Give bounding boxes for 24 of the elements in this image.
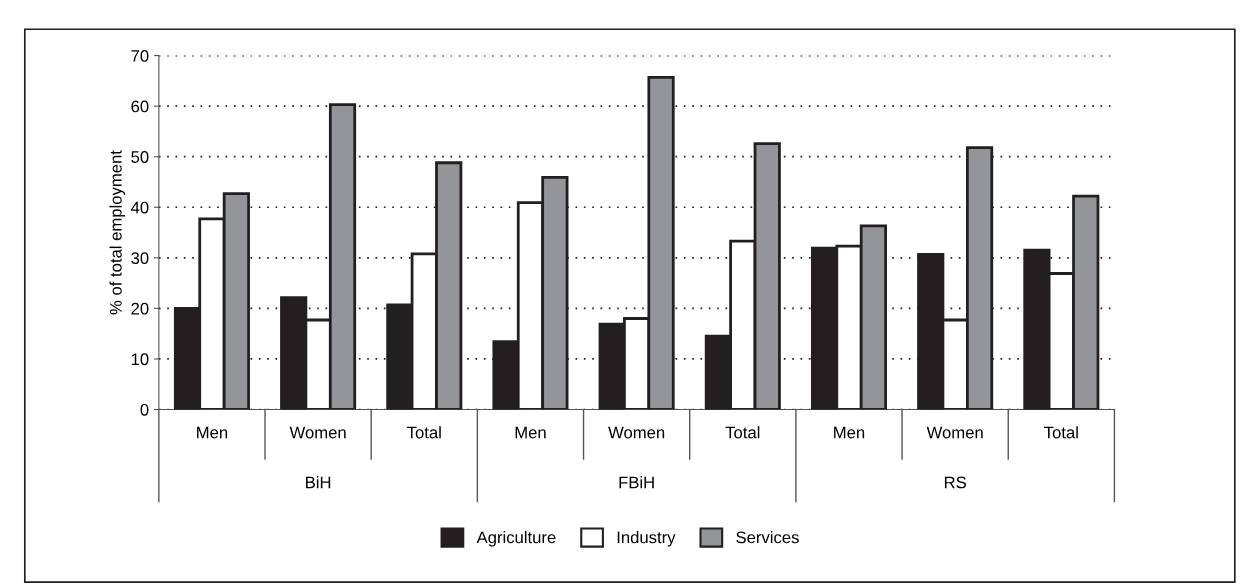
y-tick-label: 40 xyxy=(130,201,149,214)
legend-label: Services xyxy=(736,531,799,544)
y-tick-label: 20 xyxy=(131,302,149,315)
y-tick-label: 10 xyxy=(131,353,149,366)
text: BiH xyxy=(306,476,331,489)
legend-label: Agriculture xyxy=(476,531,556,547)
x-tick-label: Total xyxy=(1044,426,1078,439)
text: FBiH xyxy=(619,476,654,489)
y-tick-label: 0 xyxy=(140,403,149,416)
y-tick-label: 60 xyxy=(131,100,149,113)
x-tick-label: Total xyxy=(407,426,441,439)
y-axis-title: % of total employment xyxy=(109,150,126,315)
y-tick-label: 30 xyxy=(131,252,149,265)
x-tick-label: Men xyxy=(834,426,865,439)
x-tick-label: Men xyxy=(197,426,228,439)
legend-label: Industry xyxy=(617,531,676,547)
x-tick-label: Total xyxy=(725,426,760,439)
text: RS xyxy=(944,476,966,489)
x-tick-label: Women xyxy=(926,426,983,439)
y-tick-label: 50 xyxy=(131,151,149,163)
x-tick-label: Women xyxy=(608,426,665,439)
x-tick-label: Men xyxy=(515,426,546,439)
x-tick-label: Women xyxy=(289,426,346,439)
y-tick-label: 70 xyxy=(131,49,149,62)
